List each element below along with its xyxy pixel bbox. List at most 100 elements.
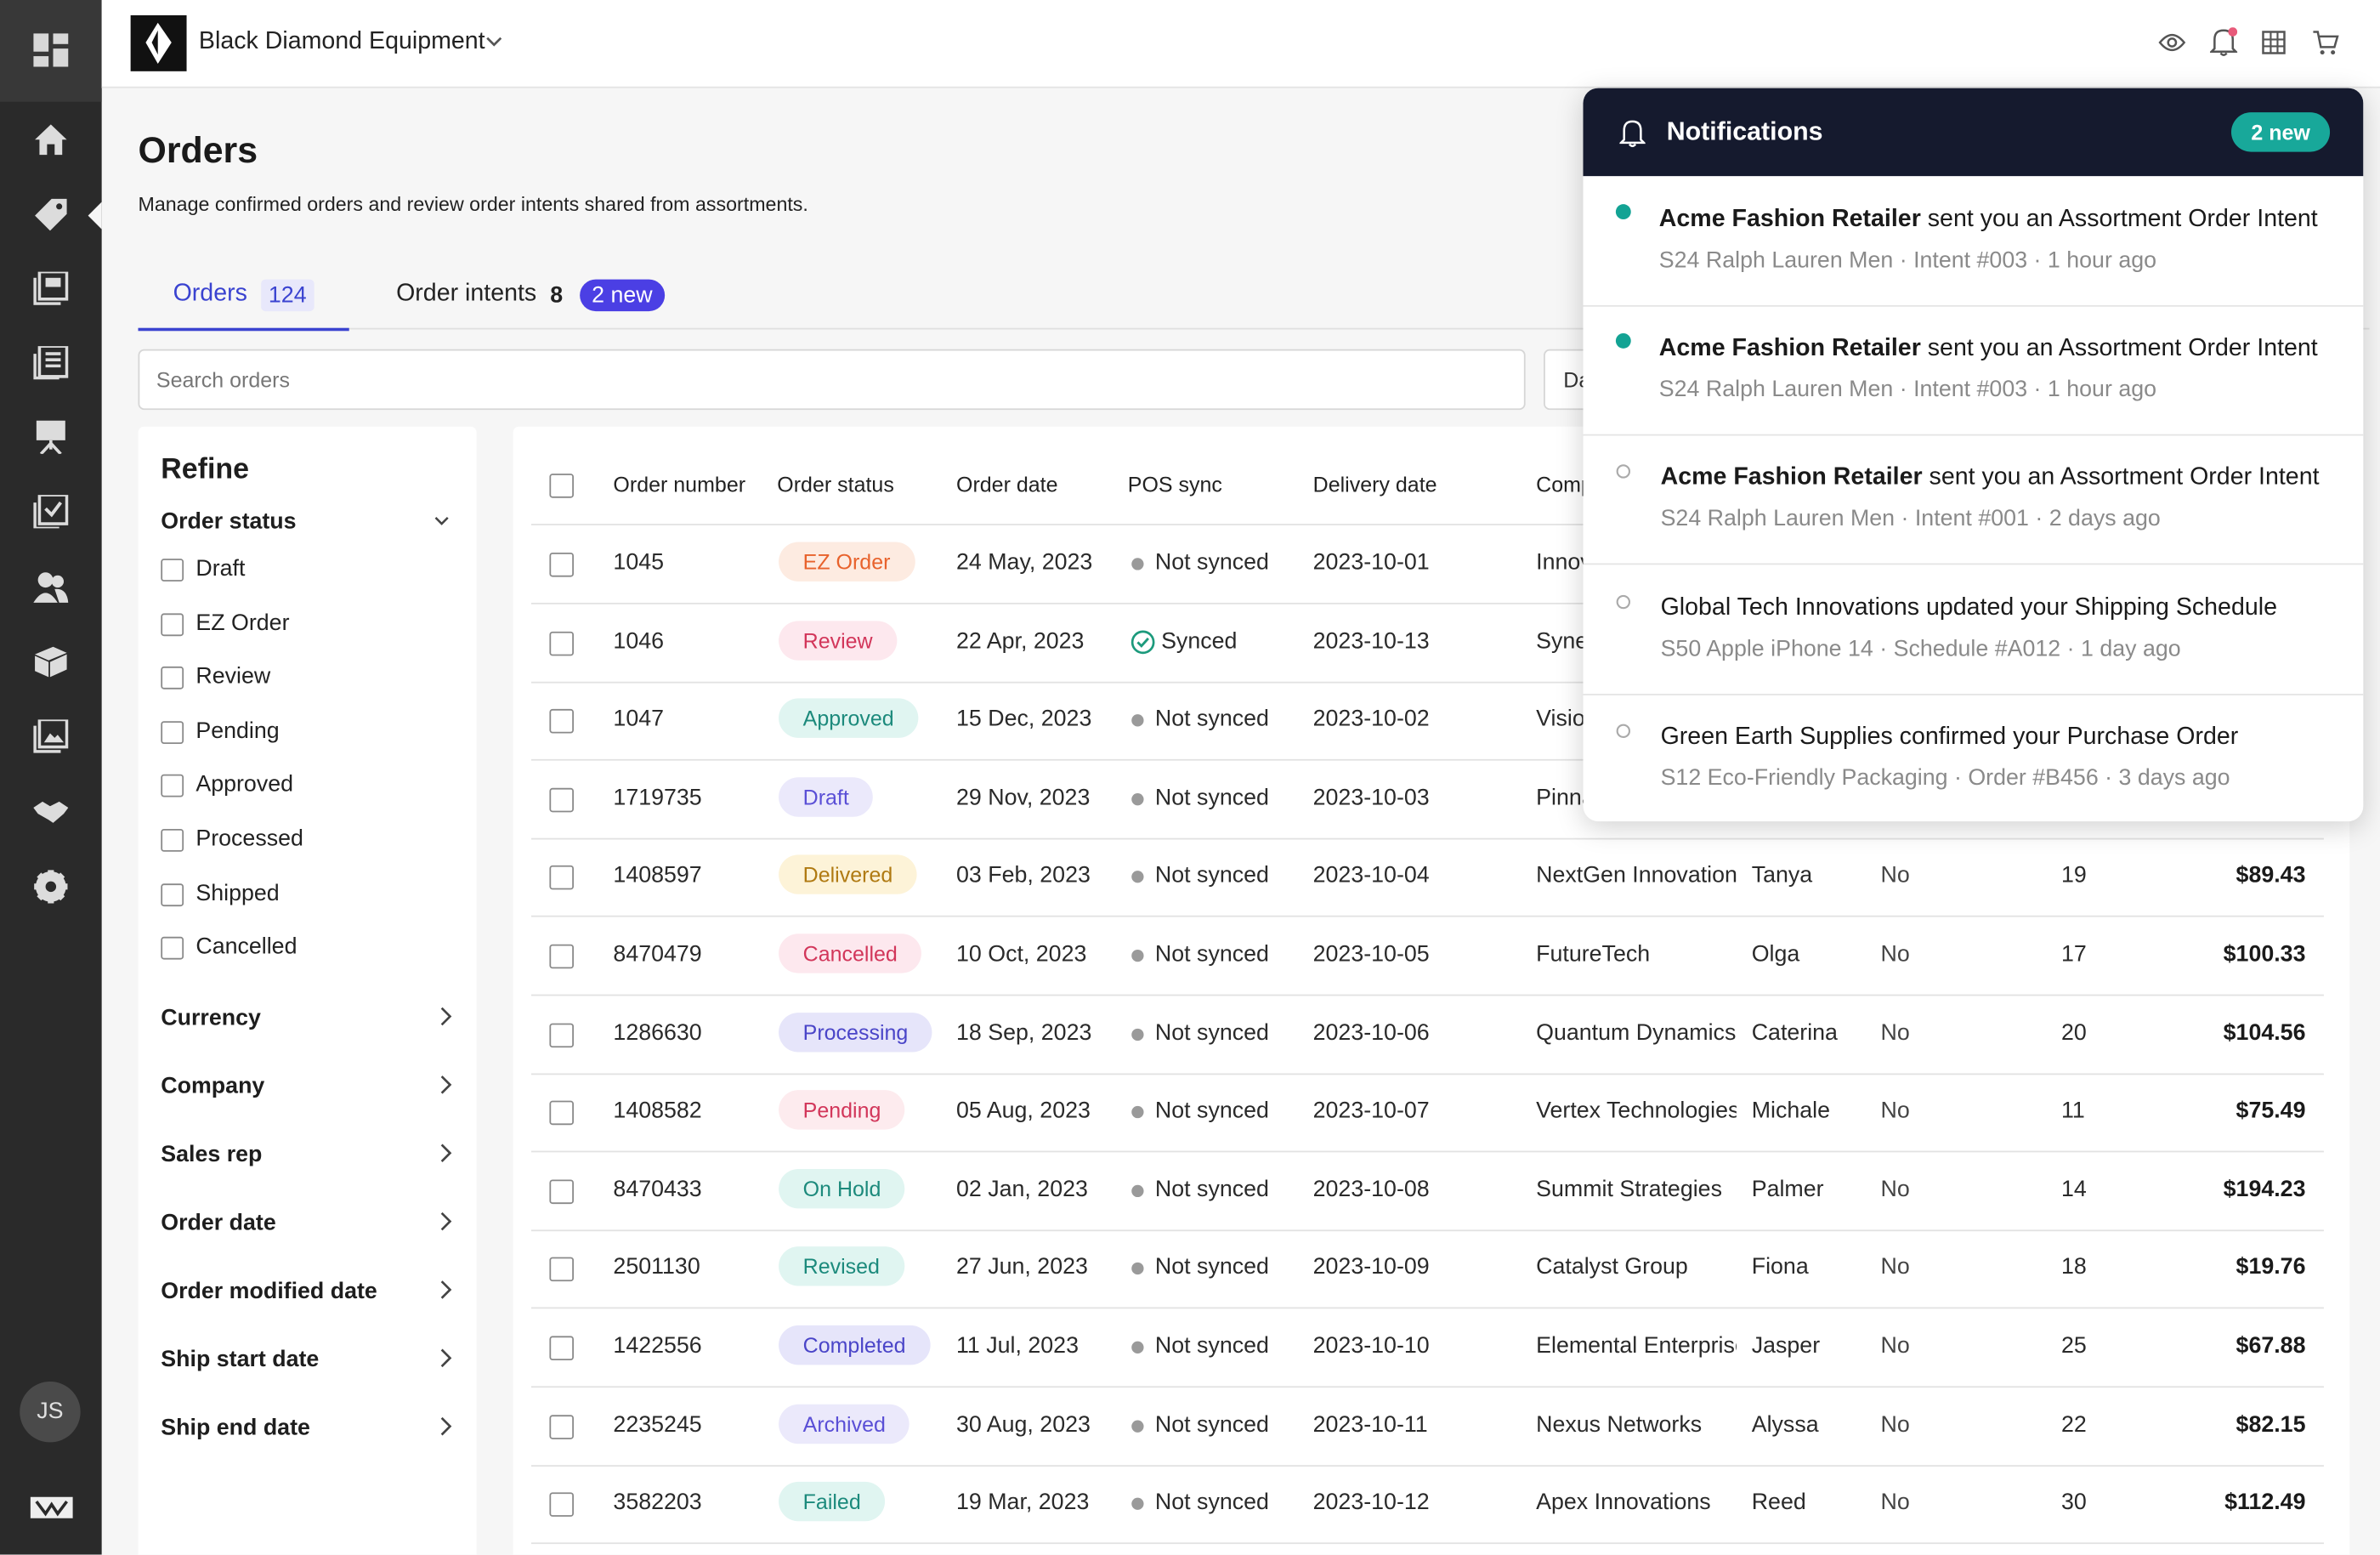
header-divider [530, 524, 2324, 525]
status-checkbox[interactable] [161, 667, 184, 690]
status-checkbox[interactable] [161, 559, 184, 582]
status-checkbox[interactable] [161, 720, 184, 744]
status-option: Pending [196, 718, 280, 744]
order-row[interactable]: 8470433 On Hold 02 Jan, 2023 Not synced 2023… [513, 1152, 2350, 1231]
notifications-list: Acme Fashion Retailer sent you an Assort… [1583, 176, 2364, 821]
notification-item[interactable]: Acme Fashion Retailer sent you an Assort… [1583, 305, 2364, 436]
row-checkbox[interactable] [549, 1492, 574, 1518]
refine-title: Refine [161, 453, 249, 486]
cart-icon[interactable] [2312, 29, 2339, 56]
order-row[interactable]: 2235245 Archived 30 Aug, 2023 Not synced 202… [513, 1387, 2350, 1467]
notification-item[interactable]: Acme Fashion Retailer sent you an Assort… [1583, 434, 2364, 565]
order-row[interactable]: 1422556 Completed 11 Jul, 2023 Not synced 20… [513, 1308, 2350, 1388]
order-row[interactable]: 1286630 Processing 18 Sep, 2023 Not synced 2… [513, 996, 2350, 1075]
search-placeholder: Search orders [156, 367, 290, 392]
catalog-icon[interactable] [33, 271, 69, 305]
unread-dot [1615, 333, 1631, 349]
row-checkbox[interactable] [549, 1022, 574, 1047]
brand-logo [30, 1496, 73, 1518]
filter-section[interactable]: Ship start date [161, 1346, 320, 1373]
row-checkbox[interactable] [549, 944, 574, 969]
status-option: Cancelled [196, 934, 298, 960]
row-checkbox[interactable] [549, 1179, 574, 1204]
section-chevron-down[interactable] [434, 516, 450, 525]
order-row[interactable]: 1046 Review 22 Apr, 2023 Synced 2023-10-13 Sy… [513, 604, 2350, 683]
status-checkbox[interactable] [161, 882, 184, 906]
status-checkbox[interactable] [161, 612, 184, 636]
filter-section[interactable]: Ship end date [161, 1415, 310, 1441]
quantity: 18 [2060, 1254, 2087, 1281]
status-pill: Processing [779, 1012, 932, 1052]
row-checkbox[interactable] [549, 1414, 574, 1439]
filter-section[interactable]: Order modified date [161, 1278, 377, 1304]
sync-dot [1131, 1184, 1144, 1197]
row-divider [530, 681, 2324, 683]
order-row[interactable]: 1408582 Pending 05 Aug, 2023 Not synced 2023… [513, 1074, 2350, 1153]
order-date: 24 May, 2023 [955, 549, 1093, 576]
notifications-badge: 2 new [2231, 112, 2331, 152]
row-checkbox[interactable] [549, 1257, 574, 1282]
inventory-icon[interactable] [33, 645, 68, 678]
row-divider [530, 1150, 2324, 1153]
status-checkbox[interactable] [161, 828, 184, 852]
search-input[interactable]: Search orders [138, 349, 1526, 411]
quantity: 17 [2060, 941, 2087, 968]
row-checkbox[interactable] [549, 631, 574, 655]
filter-section-title[interactable]: Order status [161, 508, 297, 535]
row-checkbox[interactable] [549, 1336, 574, 1360]
notification-item[interactable]: Global Tech Innovations updated your Shi… [1583, 565, 2364, 695]
quantity: 20 [2060, 1019, 2087, 1046]
home-icon[interactable] [33, 123, 68, 156]
order-row[interactable]: 1047 Approved 15 Dec, 2023 Not synced 2023-1… [513, 682, 2350, 761]
products-icon[interactable] [33, 197, 68, 231]
notification-item[interactable]: Acme Fashion Retailer sent you an Assort… [1583, 176, 2364, 307]
order-number: 2501130 [613, 1254, 700, 1281]
preview-icon[interactable] [2158, 31, 2186, 55]
order-number: 1045 [613, 549, 665, 576]
status-checkbox[interactable] [161, 775, 184, 798]
filter-section[interactable]: Order date [161, 1210, 276, 1236]
presentations-icon[interactable] [33, 420, 68, 454]
column-header: Order status [777, 472, 894, 497]
notification-item[interactable]: Green Earth Supplies confirmed your Purc… [1583, 694, 2363, 821]
partners-icon[interactable] [33, 796, 69, 829]
grid-icon[interactable] [2262, 31, 2286, 55]
pos-sync: Not synced [1154, 1019, 1269, 1046]
sync-icon [1130, 629, 1155, 654]
notification-sender: Acme Fashion Retailer [1658, 206, 1921, 233]
orders-icon[interactable] [33, 346, 69, 380]
company-chevron[interactable] [485, 37, 502, 48]
filter-section[interactable]: Sales rep [161, 1141, 263, 1168]
select-all-checkbox[interactable] [549, 474, 574, 498]
tasks-icon[interactable] [33, 495, 69, 529]
order-date: 30 Aug, 2023 [955, 1410, 1091, 1438]
filter-section[interactable]: Currency [161, 1005, 261, 1031]
company-logo [130, 14, 187, 71]
tab[interactable]: Orders 124 [138, 261, 349, 332]
order-row[interactable]: 1045 EZ Order 24 May, 2023 Not synced 2023-1… [513, 525, 2350, 604]
settings-icon[interactable] [33, 870, 68, 904]
row-checkbox[interactable] [549, 865, 574, 891]
apps-button[interactable] [0, 0, 102, 102]
order-row[interactable]: 8470479 Cancelled 10 Oct, 2023 Not synced 20… [513, 917, 2350, 996]
notification-action: sent you an Assortment Order Intent [1929, 465, 2320, 491]
order-row[interactable]: 1408597 Delivered 03 Feb, 2023 Not synced 20… [513, 838, 2350, 918]
status-option: Review [196, 663, 271, 690]
status-checkbox[interactable] [161, 937, 184, 960]
filter-section[interactable]: Company [161, 1073, 265, 1099]
bell-icon[interactable] [2209, 27, 2238, 56]
user-avatar[interactable]: JS [20, 1381, 81, 1443]
row-checkbox[interactable] [549, 552, 574, 577]
row-checkbox[interactable] [549, 787, 574, 812]
row-checkbox[interactable] [549, 1100, 574, 1126]
order-row[interactable]: 1719735 Draft 29 Nov, 2023 Not synced 2023-1… [513, 760, 2350, 840]
row-checkbox[interactable] [549, 709, 574, 734]
users-icon[interactable] [33, 570, 69, 604]
media-icon[interactable] [33, 719, 69, 753]
tab[interactable]: Order intents 8 2 new [396, 261, 665, 328]
section-chevron [440, 1280, 452, 1299]
section-chevron [440, 1416, 452, 1436]
order-row[interactable]: 3582203 Failed 19 Mar, 2023 Not synced 2023-… [513, 1466, 2350, 1545]
company-name[interactable]: Black Diamond Equipment [198, 28, 485, 55]
order-row[interactable]: 2501130 Revised 27 Jun, 2023 Not synced 2023… [513, 1230, 2350, 1309]
